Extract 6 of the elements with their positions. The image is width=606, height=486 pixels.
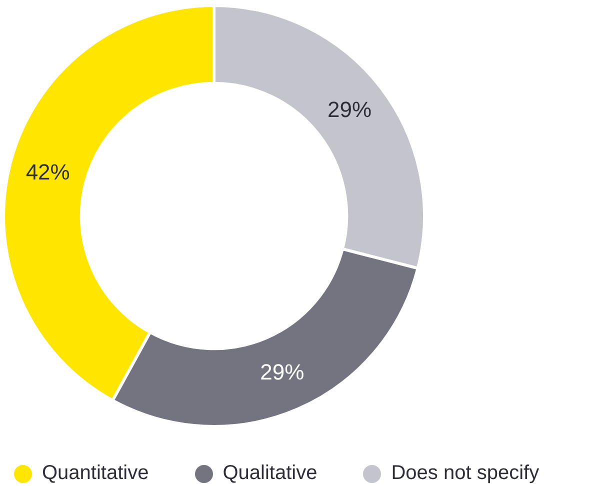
legend-label: Qualitative <box>222 462 318 485</box>
data-label: 29% <box>328 96 372 122</box>
legend-label: Does not specify <box>391 462 540 485</box>
data-label: 42% <box>26 159 70 184</box>
data-label: 29% <box>260 360 304 385</box>
legend-label: Quantitative <box>42 462 149 485</box>
